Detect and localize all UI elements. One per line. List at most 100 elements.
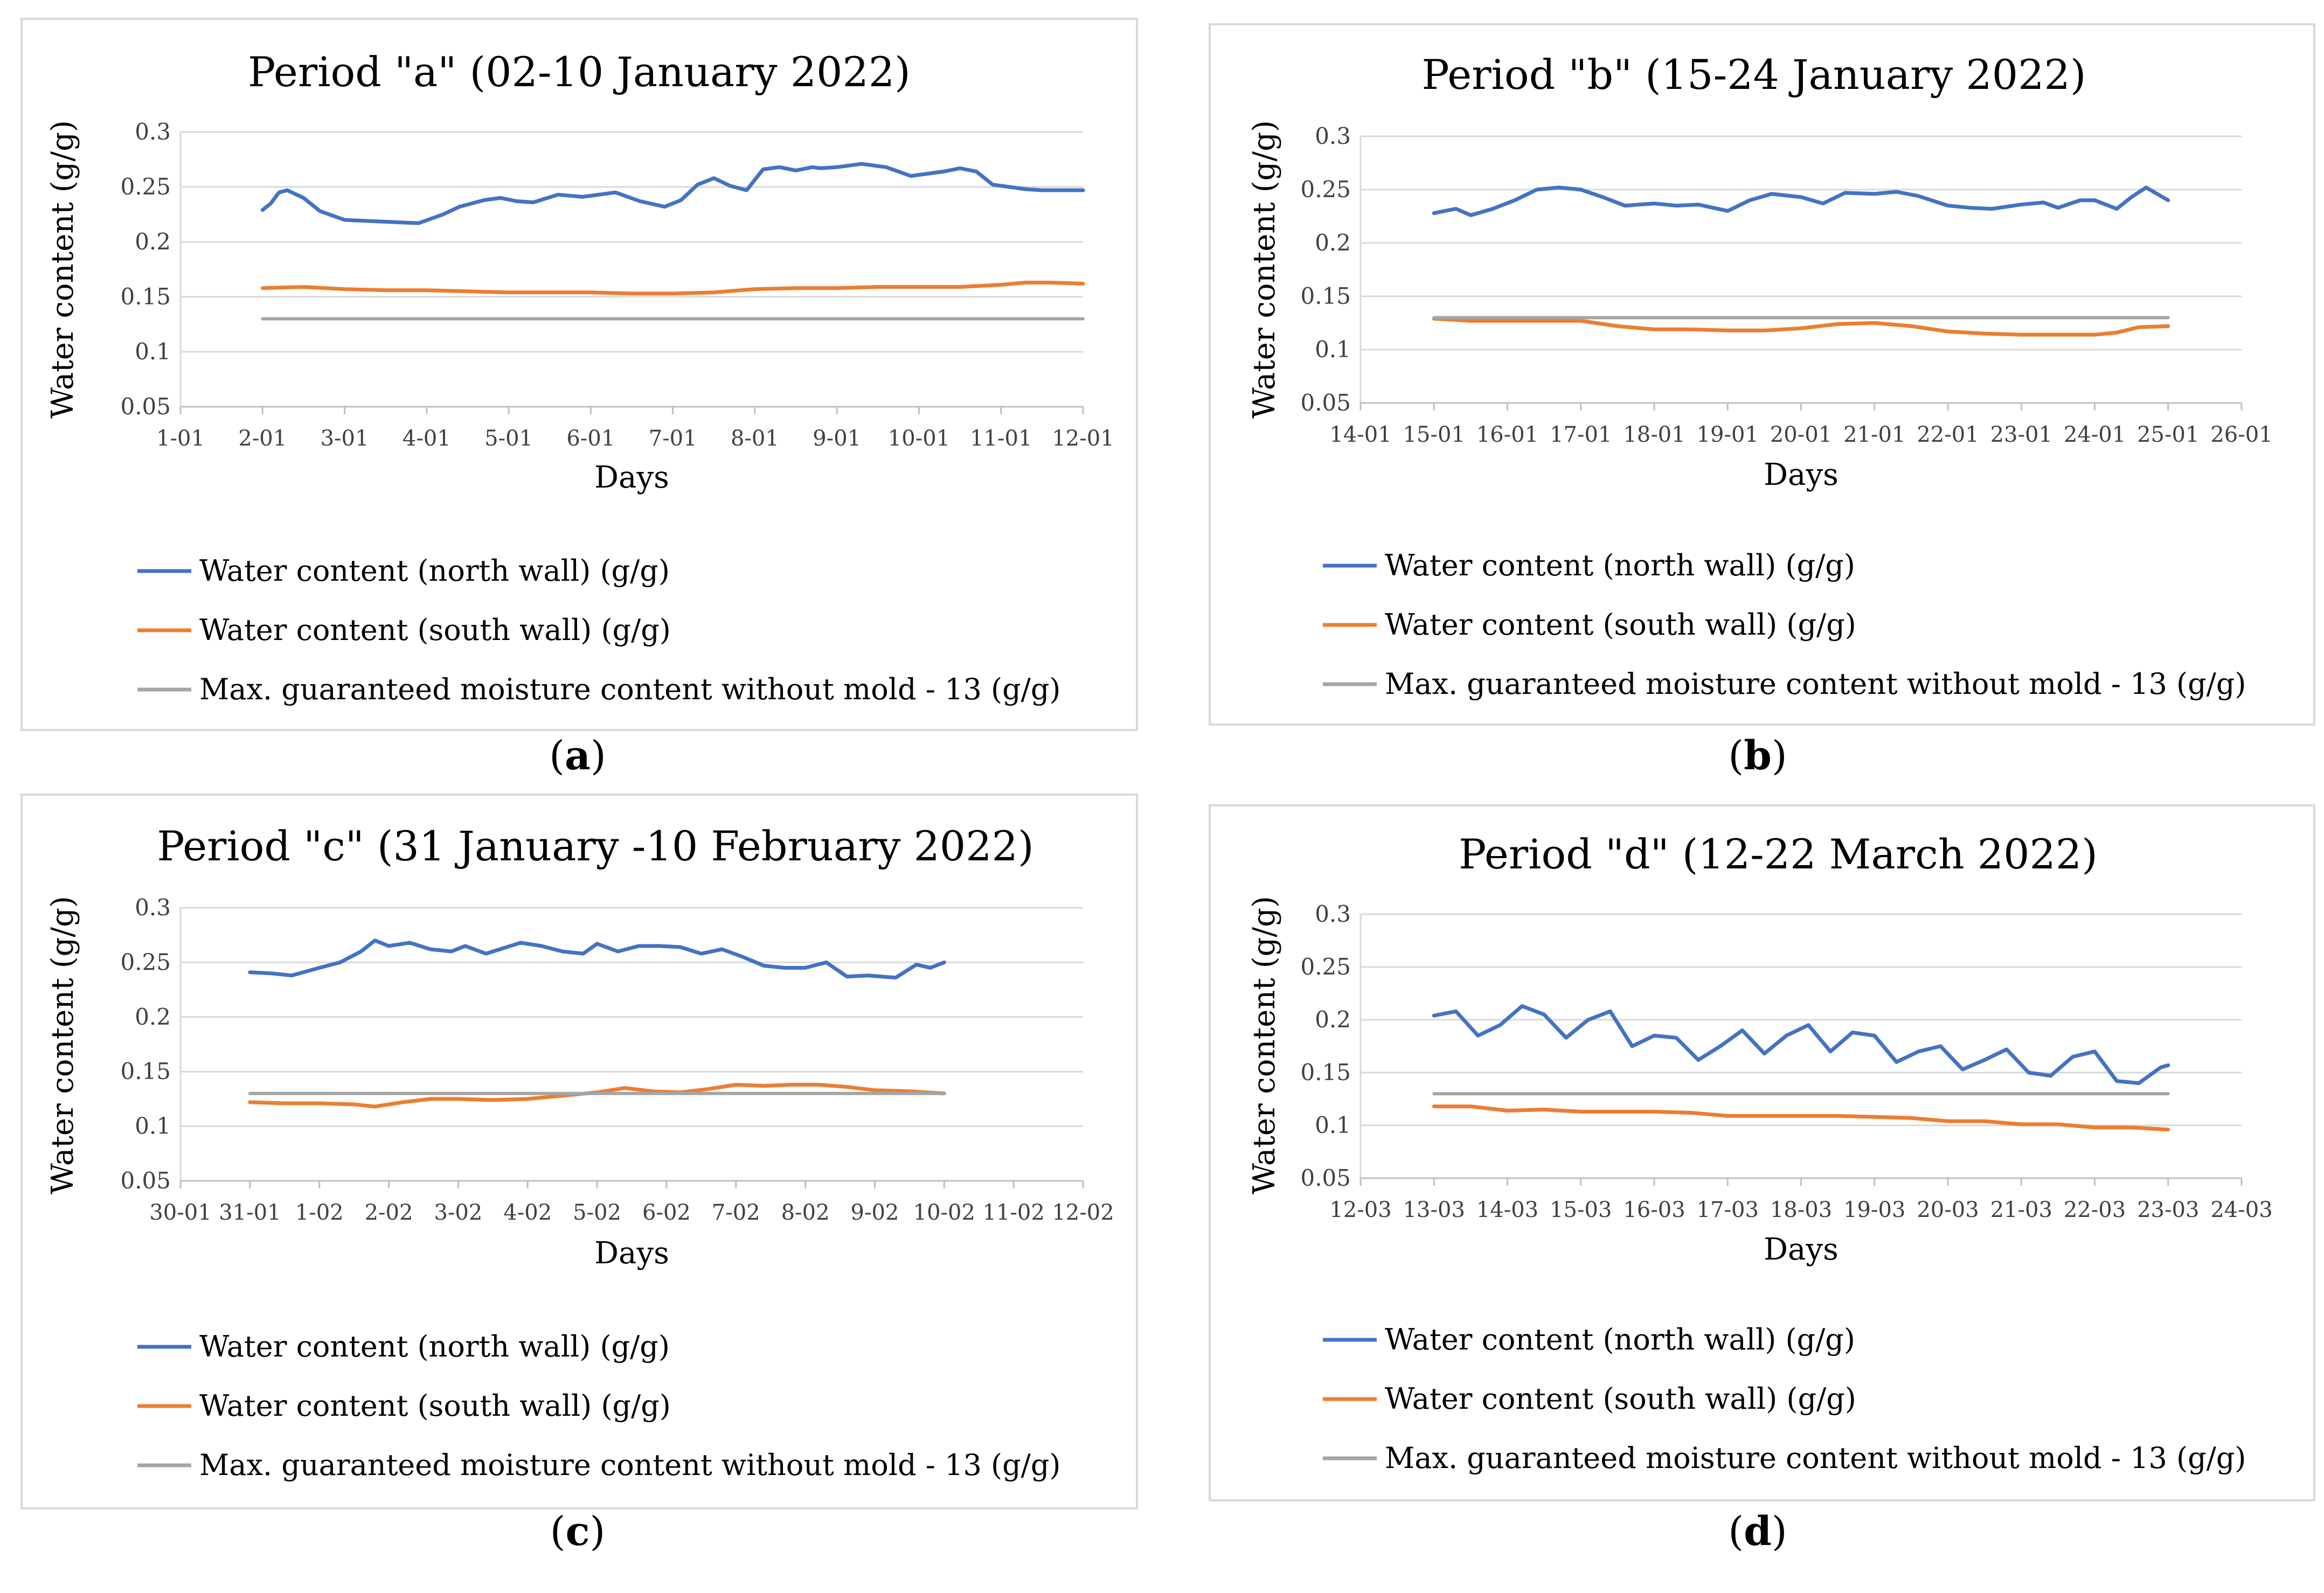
x-tick-label: 13-03 [1403, 1198, 1465, 1222]
legend-label-north: Water content (north wall) (g/g) [1385, 1323, 1855, 1357]
x-tick-label: 12-01 [1052, 426, 1114, 451]
x-tick-label: 24-01 [2064, 422, 2126, 447]
x-tick-label: 20-03 [1917, 1198, 1979, 1222]
y-tick-label: 0.2 [1315, 229, 1351, 256]
x-tick-label: 5-01 [484, 426, 533, 451]
y-axis-label: Water content (g/g) [1247, 120, 1282, 419]
caption-close: ) [1772, 1508, 1787, 1555]
chart-title: Period "d" (12-22 March 2022) [1459, 830, 2098, 878]
y-tick-label: 0.05 [1300, 1165, 1351, 1191]
x-tick-label: 19-01 [1697, 422, 1759, 447]
y-axis-label: Water content (g/g) [45, 896, 80, 1194]
y-tick-label: 0.1 [135, 1113, 171, 1139]
x-tick-label: 7-01 [649, 426, 697, 451]
legend-label-north: Water content (north wall) (g/g) [199, 1330, 670, 1364]
x-tick-label: 26-01 [2210, 422, 2272, 447]
y-tick-label: 0.05 [1300, 389, 1351, 416]
legend-label-limit: Max. guaranteed moisture content without… [199, 1448, 1060, 1482]
x-tick-label: 14-03 [1476, 1198, 1538, 1222]
y-tick-label: 0.2 [135, 1004, 171, 1030]
x-tick-label: 12-03 [1329, 1198, 1391, 1222]
x-axis-label: Days [594, 460, 669, 495]
chart-title: Period "a" (02-10 January 2022) [248, 48, 911, 96]
legend-label-south: Water content (south wall) (g/g) [1385, 608, 1856, 642]
y-tick-label: 0.25 [120, 173, 171, 200]
series-line-north [1432, 185, 2170, 217]
y-tick-label: 0.1 [135, 338, 171, 365]
x-tick-label: 2-02 [365, 1200, 413, 1225]
series-line-south [260, 281, 1085, 296]
chart-title: Period "c" (31 January -10 February 2022… [157, 822, 1033, 870]
caption-close: ) [591, 733, 606, 779]
caption-letter: d [1744, 1508, 1772, 1555]
x-tick-label: 1-01 [156, 426, 205, 451]
x-tick-label: 3-02 [434, 1200, 482, 1225]
y-tick-label: 0.2 [135, 228, 171, 255]
x-axis-label: Days [594, 1236, 669, 1271]
y-tick-label: 0.15 [120, 283, 171, 310]
y-tick-label: 0.25 [1300, 176, 1351, 203]
caption-close: ) [1772, 733, 1787, 779]
legend-label-south: Water content (south wall) (g/g) [1385, 1382, 1856, 1416]
y-tick-label: 0.15 [1300, 283, 1351, 309]
x-tick-label: 22-01 [1917, 422, 1979, 447]
legend-label-north: Water content (north wall) (g/g) [199, 554, 670, 588]
x-tick-label: 8-01 [731, 426, 779, 451]
y-axis-label: Water content (g/g) [45, 120, 80, 419]
y-tick-label: 0.25 [120, 949, 171, 975]
y-tick-label: 0.05 [120, 1167, 171, 1194]
x-tick-label: 1-02 [295, 1200, 344, 1225]
x-tick-label: 4-02 [503, 1200, 552, 1225]
caption-letter: b [1744, 733, 1772, 779]
chart-frame [1209, 23, 2315, 726]
y-tick-label: 0.1 [1315, 1112, 1351, 1138]
x-axis-label: Days [1764, 457, 1839, 492]
caption-letter: c [565, 1508, 589, 1555]
x-tick-label: 21-03 [1990, 1198, 2052, 1222]
panel-caption: (b) [1728, 733, 1787, 779]
x-tick-label: 22-03 [2064, 1198, 2126, 1222]
x-tick-label: 4-01 [403, 426, 451, 451]
series-line-south [1432, 317, 2170, 337]
legend-label-south: Water content (south wall) (g/g) [199, 613, 671, 647]
caption-open: ( [550, 1508, 566, 1555]
x-tick-label: 8-02 [781, 1200, 830, 1225]
x-tick-label: 7-02 [712, 1200, 760, 1225]
chart-frame [1209, 804, 2315, 1501]
x-axis-label: Days [1764, 1232, 1839, 1267]
x-tick-label: 24-03 [2210, 1198, 2272, 1222]
x-tick-label: 12-02 [1052, 1200, 1114, 1225]
chart-title: Period "b" (15-24 January 2022) [1422, 51, 2086, 99]
caption-open: ( [1728, 733, 1744, 779]
x-tick-label: 11-02 [982, 1200, 1044, 1225]
x-tick-label: 14-01 [1329, 422, 1391, 447]
x-tick-label: 2-01 [238, 426, 287, 451]
y-tick-label: 0.3 [1315, 123, 1351, 149]
x-tick-label: 17-01 [1550, 422, 1612, 447]
x-tick-label: 10-02 [913, 1200, 975, 1225]
y-tick-label: 0.15 [1300, 1059, 1351, 1086]
x-tick-label: 21-01 [1843, 422, 1905, 447]
y-tick-label: 0.1 [1315, 336, 1351, 363]
chart-panel-a: Period "a" (02-10 January 2022) 0.05 0.1 0.… [20, 18, 1138, 779]
panel-caption: (d) [1728, 1508, 1787, 1555]
y-axis-label: Water content (g/g) [1247, 896, 1282, 1194]
chart-panel-c: Period "c" (31 January -10 February 2022… [20, 794, 1138, 1555]
y-tick-label: 0.15 [120, 1058, 171, 1084]
x-tick-label: 15-01 [1403, 422, 1465, 447]
series-line-north [260, 162, 1085, 225]
chart-panel-d: Period "d" (12-22 March 2022) 0.05 0.1 0.15… [1209, 804, 2315, 1555]
x-tick-label: 30-01 [149, 1200, 211, 1225]
x-tick-label: 23-03 [2137, 1198, 2199, 1222]
legend-label-limit: Max. guaranteed moisture content without… [1385, 667, 2246, 701]
series-line-north [1432, 1004, 2170, 1086]
series-line-south [248, 1083, 946, 1109]
chart-frame [20, 794, 1138, 1509]
caption-letter: a [565, 733, 591, 779]
panel-caption: (c) [550, 1508, 606, 1555]
legend-label-north: Water content (north wall) (g/g) [1385, 548, 1855, 582]
x-tick-label: 17-03 [1697, 1198, 1759, 1222]
legend-label-limit: Max. guaranteed moisture content without… [1385, 1441, 2246, 1475]
